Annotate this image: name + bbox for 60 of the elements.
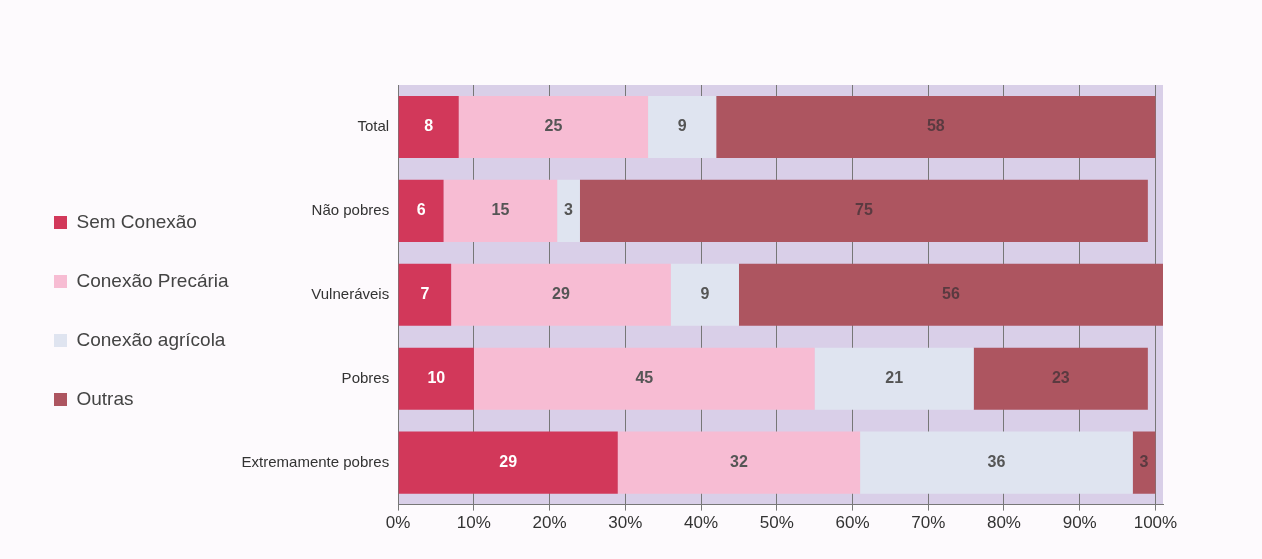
bar (738, 263, 1163, 326)
x-tick-label: 0% (385, 513, 411, 533)
legend-label: Outras (76, 387, 134, 409)
bar (458, 95, 649, 159)
x-tick-label: 20% (532, 513, 567, 533)
y-tick-label: Vulneráveis (311, 284, 390, 302)
data-label: 9 (700, 285, 710, 303)
x-tick-label: 70% (911, 513, 946, 533)
data-label: 15 (491, 201, 510, 219)
bar (648, 95, 717, 159)
y-tick-label: Total (357, 117, 390, 135)
bar (1132, 431, 1156, 494)
data-label: 8 (424, 117, 434, 135)
y-tick-label: Extremamente pobres (241, 452, 390, 470)
y-tick-label: Não pobres (311, 201, 390, 219)
data-label: 29 (499, 453, 518, 471)
bar (860, 431, 1133, 494)
bar (557, 179, 580, 242)
data-label: 3 (1139, 453, 1149, 471)
y-tick-label: Pobres (341, 368, 390, 386)
x-tick-label: 90% (1062, 513, 1097, 533)
bar (398, 179, 444, 242)
x-tick-label: 40% (684, 513, 719, 533)
x-tick-label: 60% (835, 513, 870, 533)
bar (670, 263, 739, 326)
legend-label: Conexão Precária (76, 269, 230, 291)
bar (451, 263, 671, 326)
bar (814, 347, 974, 410)
data-label: 29 (552, 285, 570, 303)
bar (716, 95, 1156, 159)
bar (398, 431, 618, 494)
bar (398, 347, 474, 410)
data-label: 6 (416, 201, 426, 219)
bar (398, 263, 452, 326)
data-label: 75 (854, 201, 873, 219)
data-label: 23 (1051, 369, 1070, 387)
x-tick-label: 10% (456, 513, 491, 533)
bar (579, 179, 1148, 242)
x-tick-label: 50% (759, 513, 794, 533)
data-label: 36 (987, 453, 1006, 471)
data-label: 3 (564, 201, 574, 219)
bar (473, 347, 815, 410)
data-label: 10 (427, 369, 446, 387)
bar (443, 179, 558, 242)
data-label: 9 (677, 117, 687, 135)
data-label: 58 (926, 117, 945, 135)
data-label: 21 (885, 369, 904, 387)
legend-label: Conexão agrícola (76, 328, 226, 350)
data-label: 25 (544, 117, 563, 135)
data-label: 7 (420, 285, 430, 303)
bar (617, 431, 861, 494)
x-tick-label: 30% (608, 513, 643, 533)
data-label: 56 (942, 285, 960, 303)
data-label: 45 (635, 369, 654, 387)
bar (398, 95, 459, 159)
data-label: 32 (730, 453, 748, 471)
legend-label: Sem Conexão (76, 210, 197, 232)
x-tick-label: 100% (1133, 513, 1178, 533)
x-tick-label: 80% (986, 513, 1021, 533)
bar (973, 347, 1148, 410)
